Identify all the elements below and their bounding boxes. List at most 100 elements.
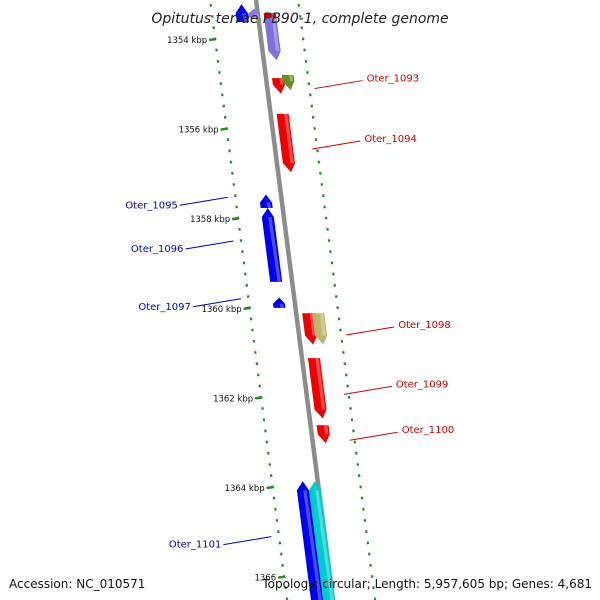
gene-leader-line bbox=[349, 431, 398, 441]
ruler-dot bbox=[369, 563, 373, 567]
ruler-dot bbox=[321, 194, 325, 198]
ruler-dot bbox=[238, 227, 241, 231]
ruler-dot bbox=[370, 574, 374, 579]
ruler-dot bbox=[264, 429, 267, 433]
ruler-dot bbox=[360, 496, 364, 500]
ruler-dot bbox=[222, 104, 226, 108]
ruler-dot bbox=[307, 82, 311, 86]
gene-leader-line bbox=[179, 196, 228, 206]
ruler-dot bbox=[313, 126, 316, 131]
ruler-dot bbox=[317, 160, 321, 164]
ruler-dot bbox=[220, 93, 224, 97]
ruler-dot bbox=[268, 462, 272, 467]
gene-arrow-highlight bbox=[241, 13, 248, 23]
scale-tick bbox=[266, 485, 274, 490]
genome-summary-text: Topology: circular; Length: 5,957,605 bp… bbox=[262, 577, 592, 591]
gene-leader-line bbox=[343, 385, 392, 395]
gene-arrow bbox=[272, 297, 286, 308]
ruler-dot bbox=[363, 518, 367, 523]
ruler-dot bbox=[357, 474, 361, 478]
ruler-dot bbox=[218, 70, 221, 75]
ruler-dot bbox=[339, 328, 342, 332]
scale-label: 1354 kbp bbox=[167, 36, 207, 46]
ruler-dot bbox=[216, 59, 220, 63]
ruler-dot bbox=[349, 406, 352, 411]
ruler-dot bbox=[266, 451, 270, 455]
ruler-dot bbox=[229, 160, 233, 164]
ruler-dot bbox=[306, 70, 309, 75]
ruler-dot bbox=[228, 149, 231, 153]
gene-arrow-body bbox=[316, 425, 330, 444]
ruler-dot bbox=[242, 261, 246, 265]
scale-tick bbox=[277, 575, 286, 579]
gene-leader-line bbox=[346, 326, 395, 336]
ruler-dot bbox=[326, 227, 329, 231]
genes-layer bbox=[235, 4, 335, 600]
gene-label: Oter_1095 bbox=[125, 200, 178, 211]
scale-label: 1360 kbp bbox=[202, 305, 242, 315]
ruler-dot bbox=[243, 272, 247, 276]
gene-arrow bbox=[316, 425, 330, 444]
ruler-dot bbox=[209, 3, 213, 7]
gene-arrow-highlight bbox=[289, 74, 294, 82]
ruler-dot bbox=[210, 14, 214, 19]
ruler-dot bbox=[298, 14, 302, 19]
ruler-dot bbox=[308, 93, 312, 97]
ruler-dot bbox=[281, 563, 285, 567]
gene-label: Oter_1097 bbox=[138, 302, 191, 313]
ruler-dot bbox=[311, 115, 315, 119]
ruler-dot bbox=[320, 182, 324, 187]
gene-arrow bbox=[247, 8, 261, 18]
gene-arrow bbox=[260, 194, 273, 208]
gene-leader-line bbox=[185, 240, 234, 250]
gene-label: Oter_1100 bbox=[402, 425, 455, 436]
scale-label: 1362 kbp bbox=[213, 394, 253, 404]
gene-leader-line bbox=[314, 80, 363, 90]
scale-label: 1364 kbp bbox=[225, 484, 265, 494]
scale-tick bbox=[208, 37, 217, 42]
ruler-dot bbox=[256, 373, 260, 377]
ruler-dot bbox=[274, 507, 277, 511]
scale-tick bbox=[220, 127, 228, 131]
ruler-dot bbox=[251, 328, 254, 332]
gene-arrow bbox=[312, 313, 328, 345]
gene-arrow bbox=[281, 74, 295, 91]
gene-arrow-highlight bbox=[303, 490, 322, 600]
ruler-dot bbox=[354, 451, 358, 455]
gene-label: Oter_1096 bbox=[131, 244, 184, 255]
ruler-dot bbox=[215, 48, 218, 52]
gene-arrow-highlight bbox=[315, 358, 326, 410]
ruler-dot bbox=[372, 586, 375, 590]
ruler-dot bbox=[319, 171, 322, 175]
ruler-dot bbox=[359, 485, 362, 489]
ruler-dot bbox=[249, 317, 253, 321]
ruler-dot bbox=[330, 261, 334, 265]
gene-arrow-highlight bbox=[279, 303, 285, 308]
gene-arrow-highlight bbox=[284, 113, 294, 164]
gene-leader-line bbox=[312, 140, 361, 150]
ruler-dot bbox=[356, 462, 360, 467]
gene-label: Oter_1093 bbox=[367, 74, 420, 85]
ruler-dot bbox=[327, 238, 331, 243]
ruler-dot bbox=[223, 115, 227, 119]
ruler-dot bbox=[246, 294, 250, 299]
gene-arrow bbox=[307, 358, 327, 419]
ruler-dot bbox=[245, 283, 249, 287]
ruler-dot bbox=[316, 149, 319, 153]
ruler-dot bbox=[239, 238, 243, 243]
scale-labels: 1354 kbp 1356 kbp 1358 kbp 1360 kbp 1362 kbp… bbox=[167, 36, 286, 584]
ruler-dot bbox=[262, 418, 266, 422]
gene-labels: Oter_1093 Oter_1094 Oter_1095 Oter_1096 Oter… bbox=[125, 74, 454, 551]
ruler-dot bbox=[364, 530, 368, 534]
ruler-dot bbox=[346, 384, 350, 388]
ruler-dot bbox=[367, 552, 371, 556]
gene-label: Oter_1098 bbox=[398, 320, 451, 331]
scale-tick bbox=[231, 216, 240, 221]
gene-arrow-highlight bbox=[315, 490, 334, 600]
gene-arrow bbox=[261, 208, 283, 282]
ruler-dot bbox=[265, 440, 269, 444]
ruler-dot bbox=[331, 272, 335, 276]
ruler-dot bbox=[241, 250, 244, 254]
ruler-dot bbox=[310, 104, 314, 108]
gene-arrow bbox=[264, 17, 281, 61]
